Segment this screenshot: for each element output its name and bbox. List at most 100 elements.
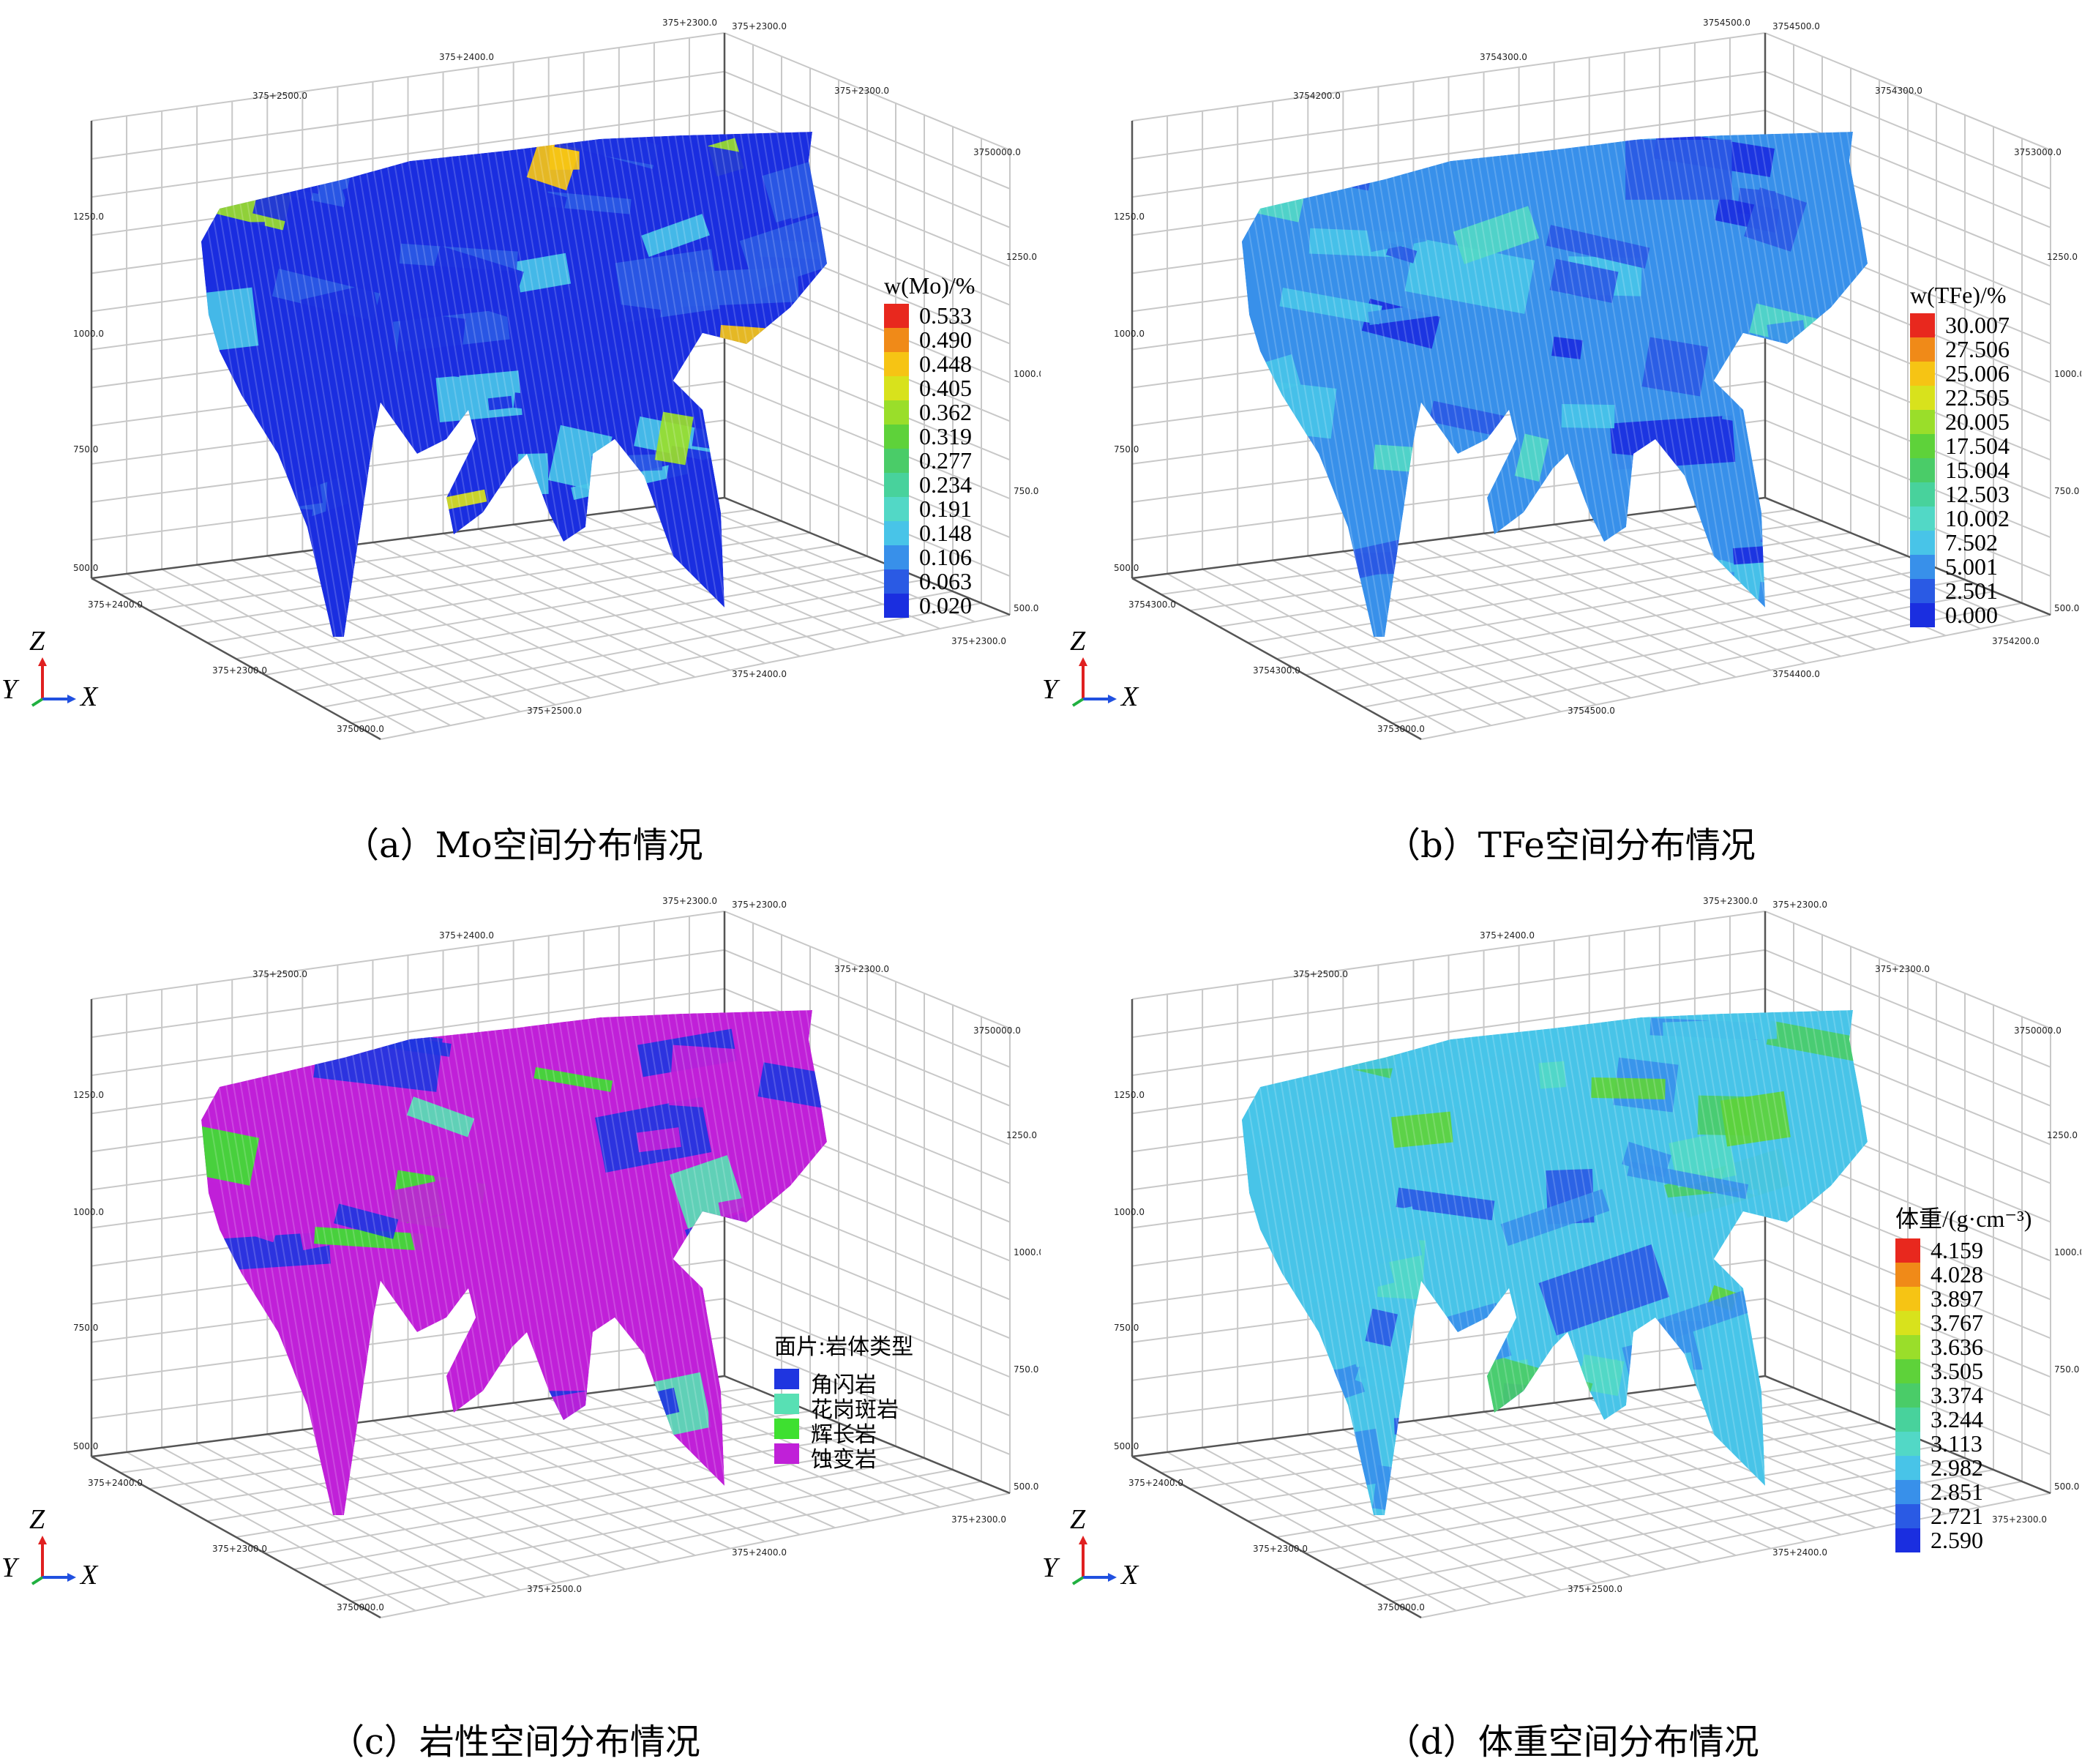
axis-label-x: X [80,681,98,712]
tick-label: 1000.0 [73,329,104,339]
tick-label: 375+2400.0 [732,1547,787,1558]
tick-label: 1000.0 [1114,1207,1145,1217]
legend-value: 0.319 [919,423,972,449]
tick-label: 750.0 [1114,1323,1139,1333]
legend-value: 0.148 [919,520,972,546]
tick-label: 375+2300.0 [834,964,889,974]
legend-label: 花岗斑岩 [811,1397,899,1423]
tick-label: 1250.0 [1006,1130,1037,1140]
tick-label: 3754300.0 [1128,599,1176,610]
axis-label-x: X [80,1560,98,1591]
legend-swatch [884,352,909,376]
tick-label: 3750000.0 [337,724,384,734]
legend-swatch [1910,531,1935,555]
tick-label: 375+2300.0 [732,21,787,31]
legend-swatch [884,497,909,521]
legend-value: 20.005 [1945,408,2010,435]
legend-swatch [1910,603,1935,627]
legend-item: 花岗斑岩 [774,1391,913,1423]
tick-label: 375+2400.0 [1772,1547,1827,1558]
legend-value: 0.448 [919,351,972,377]
tick-label: 3750000.0 [1377,1602,1425,1612]
legend-swatch [1895,1263,1920,1287]
legend-value: 3.113 [1931,1430,1982,1457]
tick-label: 1000.0 [2054,1247,2081,1257]
tick-label: 375+2500.0 [527,1584,582,1594]
legend-label: 角闪岩 [811,1372,877,1398]
legend-swatch [1910,555,1935,579]
axis-label-z: Z [29,626,45,657]
legend-swatch [1910,434,1935,458]
legend-swatch [884,569,909,594]
legend-item: 蚀变岩 [774,1441,913,1473]
tick-label: 750.0 [1014,1364,1038,1375]
tick-label: 375+2300.0 [662,896,717,906]
tick-label: 500.0 [1014,603,1038,613]
triad-arrows-icon [31,1536,76,1585]
tick-label: 3750000.0 [973,1025,1021,1036]
legend-value: 4.028 [1931,1261,1983,1288]
tick-label: 750.0 [73,1323,98,1333]
legend-title: 面片:岩体类型 [774,1334,914,1360]
legend-swatch [884,449,909,473]
ore-body-model [1242,1010,1868,1515]
tick-label: 3754400.0 [1772,669,1820,679]
legend-swatch [1895,1480,1920,1504]
legend-value: 0.020 [919,592,972,618]
legend-swatch [1910,458,1935,482]
tick-label: 3754500.0 [1772,21,1820,31]
legend-swatch [884,304,909,328]
legend-value: 0.277 [919,447,972,474]
legend-value: 4.159 [1931,1237,1983,1263]
tick-label: 3754200.0 [1992,636,2040,646]
legend-value: 10.002 [1945,505,2010,531]
tick-label: 3754500.0 [1568,706,1615,716]
tick-label: 375+2300.0 [1772,900,1827,910]
legend-swatch [884,473,909,497]
tick-label: 375+2500.0 [527,706,582,716]
caption-b: （b）TFe空间分布情况 [1385,825,1756,866]
tick-label: 750.0 [1114,444,1139,455]
legend-swatch [884,328,909,352]
tick-label: 500.0 [1114,1441,1139,1451]
axis-label-y: Y [1,674,18,705]
legend-value: 0.533 [919,302,972,329]
tick-label: 3750000.0 [337,1602,384,1612]
legend-swatch [1910,313,1935,337]
triad-arrows-icon [31,657,76,707]
legend-value: 0.063 [919,568,972,594]
tick-label: 1250.0 [73,212,104,222]
legend-value: 27.506 [1945,336,2010,362]
legend-value: 25.006 [1945,360,2010,386]
axis-label-z: Z [1070,626,1086,657]
legend-swatch [884,400,909,425]
3d-model-view: 3754200.0 3754300.0 3754500.0 3754500.0 3754… [1114,18,2081,741]
tick-label: 375+2400.0 [439,52,494,62]
legend-swatch [1910,337,1935,362]
tick-label: 500.0 [73,1441,98,1451]
tick-label: 375+2300.0 [951,636,1006,646]
lithology-legend: 面片:岩体类型 角闪岩 花岗斑岩 辉长岩 蚀变岩 [774,1328,914,1473]
legend-swatch [1895,1287,1920,1311]
legend-swatch [774,1443,799,1464]
legend-value: 0.234 [919,471,972,498]
legend-value: 0.191 [919,496,972,522]
legend-label: 辉长岩 [811,1422,877,1448]
tick-label: 1000.0 [1014,1247,1041,1257]
legend-swatch [1910,362,1935,386]
color-scale-legend: 体重/(g·cm⁻³) 4.159 4.028 3.897 3.767 3.636 3.50… [1895,1200,2032,1552]
legend-value: 3.244 [1931,1406,1983,1432]
legend-value: 7.502 [1945,529,1998,556]
color-scale-legend: w(TFe)/% 30.007 27.506 25.006 22.505 20.005 17… [1910,282,2010,627]
legend-value: 0.405 [919,375,972,401]
tick-label: 750.0 [73,444,98,455]
tick-label: 1250.0 [2047,1130,2078,1140]
tick-label: 375+2300.0 [662,18,717,28]
axis-label-y: Y [1,1552,18,1583]
tick-label: 1000.0 [1014,369,1041,379]
tick-label: 375+2400.0 [1128,1478,1183,1488]
caption-d: （d）体重空间分布情况 [1385,1722,1759,1763]
3d-model-view: 375+2500.0 375+2400.0 375+2300.0 375+2300.0… [1114,896,2081,1619]
tick-label: 375+2300.0 [951,1514,1006,1525]
legend-title: w(Mo)/% [884,272,976,299]
